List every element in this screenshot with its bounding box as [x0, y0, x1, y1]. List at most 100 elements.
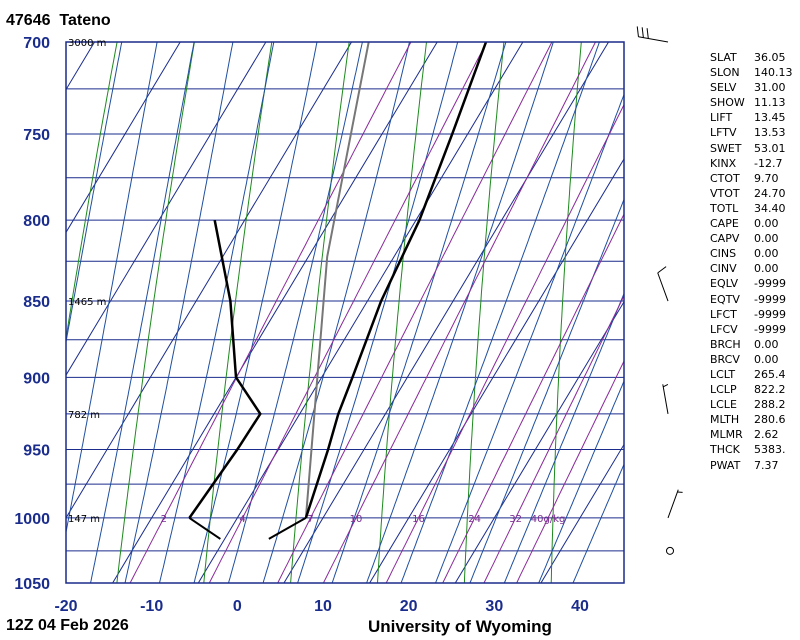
index-row-selv: SELV 31.00 [710, 80, 793, 95]
index-value: 288.2 [754, 398, 786, 412]
dry-adiabat [550, 42, 582, 583]
index-name: SWET [710, 141, 742, 155]
moist-adiabat [366, 42, 554, 583]
index-name: LFCT [710, 307, 737, 321]
mixing-ratio-line [516, 359, 624, 583]
index-row-cape: CAPE 0.00 [710, 216, 793, 231]
plot-frame [65, 41, 625, 584]
moist-adiabat [400, 42, 600, 583]
index-value: 13.53 [754, 126, 786, 140]
mixing-ratio-label: 4 [239, 514, 245, 525]
index-name: MLTH [710, 413, 740, 427]
index-row-lclt: LCLT 265.4 [710, 367, 793, 382]
wind-barb-staff [667, 489, 679, 519]
index-row-cins: CINS 0.00 [710, 246, 793, 261]
index-row-lfct: LFCT -9999 [710, 307, 793, 322]
index-row-lftv: LFTV 13.53 [710, 125, 793, 140]
index-row-pwat: PWAT 7.37 [710, 458, 793, 473]
mixing-ratio-label: 10 [350, 514, 363, 525]
index-value: 34.40 [754, 201, 786, 215]
moist-adiabat [297, 42, 459, 583]
index-row-swet: SWET 53.01 [710, 141, 793, 156]
index-row-mlth: MLTH 280.6 [710, 412, 793, 427]
isotherm-line [454, 300, 624, 583]
wind-barb [662, 384, 669, 414]
temperature-tick-label: 10 [314, 598, 332, 615]
index-name: SLON [710, 66, 740, 80]
pressure-tick-label: 850 [23, 294, 50, 311]
index-value: 36.05 [754, 51, 786, 64]
index-name: LCLT [710, 367, 736, 381]
dewpoint-profile [188, 219, 262, 519]
temperature-surface-tail [268, 517, 307, 540]
isotherm-line [283, 42, 610, 583]
mixing-ratio-label: 7 [307, 514, 313, 525]
index-value: 7.37 [754, 458, 779, 472]
moist-adiabat [89, 42, 195, 583]
index-value: 5383. [754, 443, 786, 457]
index-row-thck: THCK 5383. [710, 442, 793, 457]
moist-adiabat [227, 42, 363, 583]
index-row-show: SHOW 11.13 [710, 95, 793, 110]
data-source: University of Wyoming [368, 617, 552, 636]
index-row-brch: BRCH 0.00 [710, 337, 793, 352]
index-value: 822.2 [754, 383, 786, 397]
index-name: LFCV [710, 322, 738, 336]
dry-adiabat [116, 42, 195, 583]
moist-adiabat [193, 42, 318, 583]
height-label: 782 m [68, 410, 100, 421]
index-value: 11.13 [754, 96, 786, 110]
index-row-lfcv: LFCV -9999 [710, 322, 793, 337]
mixing-ratio-label: 24 [468, 514, 481, 525]
isotherm-line [197, 42, 524, 583]
index-name: PWAT [710, 458, 741, 472]
mixing-ratio-line [129, 42, 412, 583]
index-name: SHOW [710, 96, 745, 110]
wind-barb [636, 26, 669, 43]
mixing-ratio-label: 32 [509, 514, 522, 525]
dewpoint-surface-tail [188, 517, 221, 540]
index-row-slon: SLON 140.13 [710, 65, 793, 80]
index-name: LFTV [710, 126, 737, 140]
plot-area [0, 23, 660, 596]
moist-adiabat [572, 463, 624, 583]
index-name: EQTV [710, 292, 740, 306]
index-value: 0.00 [754, 217, 779, 231]
temperature-tick-label: 0 [233, 598, 242, 615]
dry-adiabat [638, 23, 660, 596]
index-value: -12.7 [754, 156, 783, 170]
temperature-tick-label: -20 [54, 598, 77, 615]
index-name: SELV [710, 81, 737, 95]
index-row-ctot: CTOT 9.70 [710, 171, 793, 186]
wind-barb-staff [662, 384, 669, 414]
index-value: 0.00 [754, 262, 779, 276]
isotherm-line [540, 443, 624, 583]
index-row-totl: TOTL 34.40 [710, 201, 793, 216]
stability-indices: SLAT 36.05 SLON 140.13 SELV 31.00 SHOW 11.13 LIF… [710, 50, 793, 473]
moist-adiabat [124, 42, 234, 583]
wind-barb-flag [641, 27, 644, 38]
index-row-cinv: CINV 0.00 [710, 261, 793, 276]
index-value: 265.4 [754, 367, 786, 381]
index-value: 140.13 [754, 66, 793, 80]
temperature-profile [304, 42, 488, 519]
wind-barb-half-flag [663, 384, 669, 388]
moist-adiabat [66, 42, 158, 535]
index-row-vtot: VTOT 24.70 [710, 186, 793, 201]
index-name: TOTL [710, 201, 739, 215]
index-row-lcle: LCLE 288.2 [710, 397, 793, 412]
moist-adiabat [469, 198, 624, 583]
dry-adiabat [376, 42, 428, 583]
moist-adiabat [262, 42, 411, 583]
index-name: BRCH [710, 337, 741, 351]
pressure-tick-label: 1000 [14, 511, 50, 528]
isotherm-line [0, 23, 20, 596]
station-id: 47646 [6, 12, 51, 29]
wind-barb-flag [646, 28, 649, 39]
wind-barb [657, 266, 669, 302]
calm-wind-circle [666, 546, 674, 555]
station-title: 47646 Tateno [6, 12, 111, 30]
index-value: 0.00 [754, 352, 779, 366]
index-row-slat: SLAT 36.05 [710, 50, 793, 65]
height-label: 3000 m [68, 38, 106, 49]
